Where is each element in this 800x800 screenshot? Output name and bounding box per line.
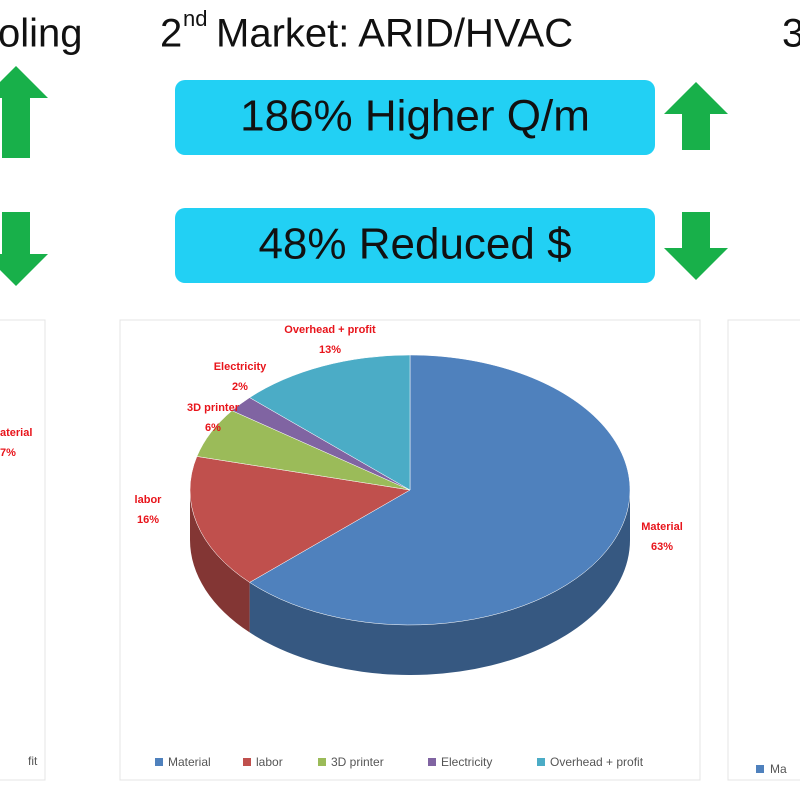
legend-label: Material <box>168 755 211 769</box>
data-label-name: Material <box>641 521 683 533</box>
up-arrow <box>0 66 48 158</box>
legend-label: Electricity <box>441 755 492 769</box>
legend-swatch <box>318 758 326 766</box>
left-panel <box>0 319 46 781</box>
legend-label: 3D printer <box>331 755 384 769</box>
slice <box>189 456 411 583</box>
legend-label: labor <box>256 755 283 769</box>
data-label-name: 3D printer <box>187 402 240 414</box>
legend-swatch <box>428 758 436 766</box>
legend-label: Overhead + profit <box>550 755 644 769</box>
title-superscript: nd <box>183 6 207 31</box>
left-percent: 7% <box>0 447 16 459</box>
data-label-value: 16% <box>137 514 159 526</box>
legend-swatch <box>155 758 163 766</box>
slice <box>249 354 631 626</box>
slice-side <box>190 490 250 633</box>
right-cut-title: 3 <box>782 12 800 56</box>
legend-swatch <box>243 758 251 766</box>
down-arrow <box>0 212 48 286</box>
left-legend: fit <box>28 754 38 768</box>
slice-side <box>249 490 631 675</box>
pie-chart: Material 63% labor 16% 3D printer 6% Electrici… <box>135 324 683 769</box>
left-cut-title: oling <box>0 12 83 56</box>
right-panel <box>727 319 800 781</box>
data-label-value: 63% <box>651 541 673 553</box>
data-label-value: 13% <box>319 344 341 356</box>
title-number: 2 <box>160 12 182 56</box>
right-legend: Ma <box>770 762 787 776</box>
up-arrow <box>664 82 728 150</box>
legend-swatch <box>537 758 545 766</box>
data-label-value: 6% <box>205 422 221 434</box>
down-arrow <box>664 212 728 280</box>
left-label: aterial <box>0 427 32 439</box>
legend-swatch <box>756 765 764 773</box>
data-label-name: labor <box>135 494 163 506</box>
badge <box>175 208 655 283</box>
slice <box>249 354 411 491</box>
badge-text: 48% Reduced $ <box>258 220 571 269</box>
badge <box>175 80 655 155</box>
title-text: Market: ARID/HVAC <box>216 12 573 56</box>
badge-text: 186% Higher Q/m <box>240 92 590 141</box>
data-label-name: Electricity <box>214 361 267 373</box>
data-label-name: Overhead + profit <box>284 324 376 336</box>
arrows <box>0 66 728 286</box>
data-label-value: 2% <box>232 381 248 393</box>
